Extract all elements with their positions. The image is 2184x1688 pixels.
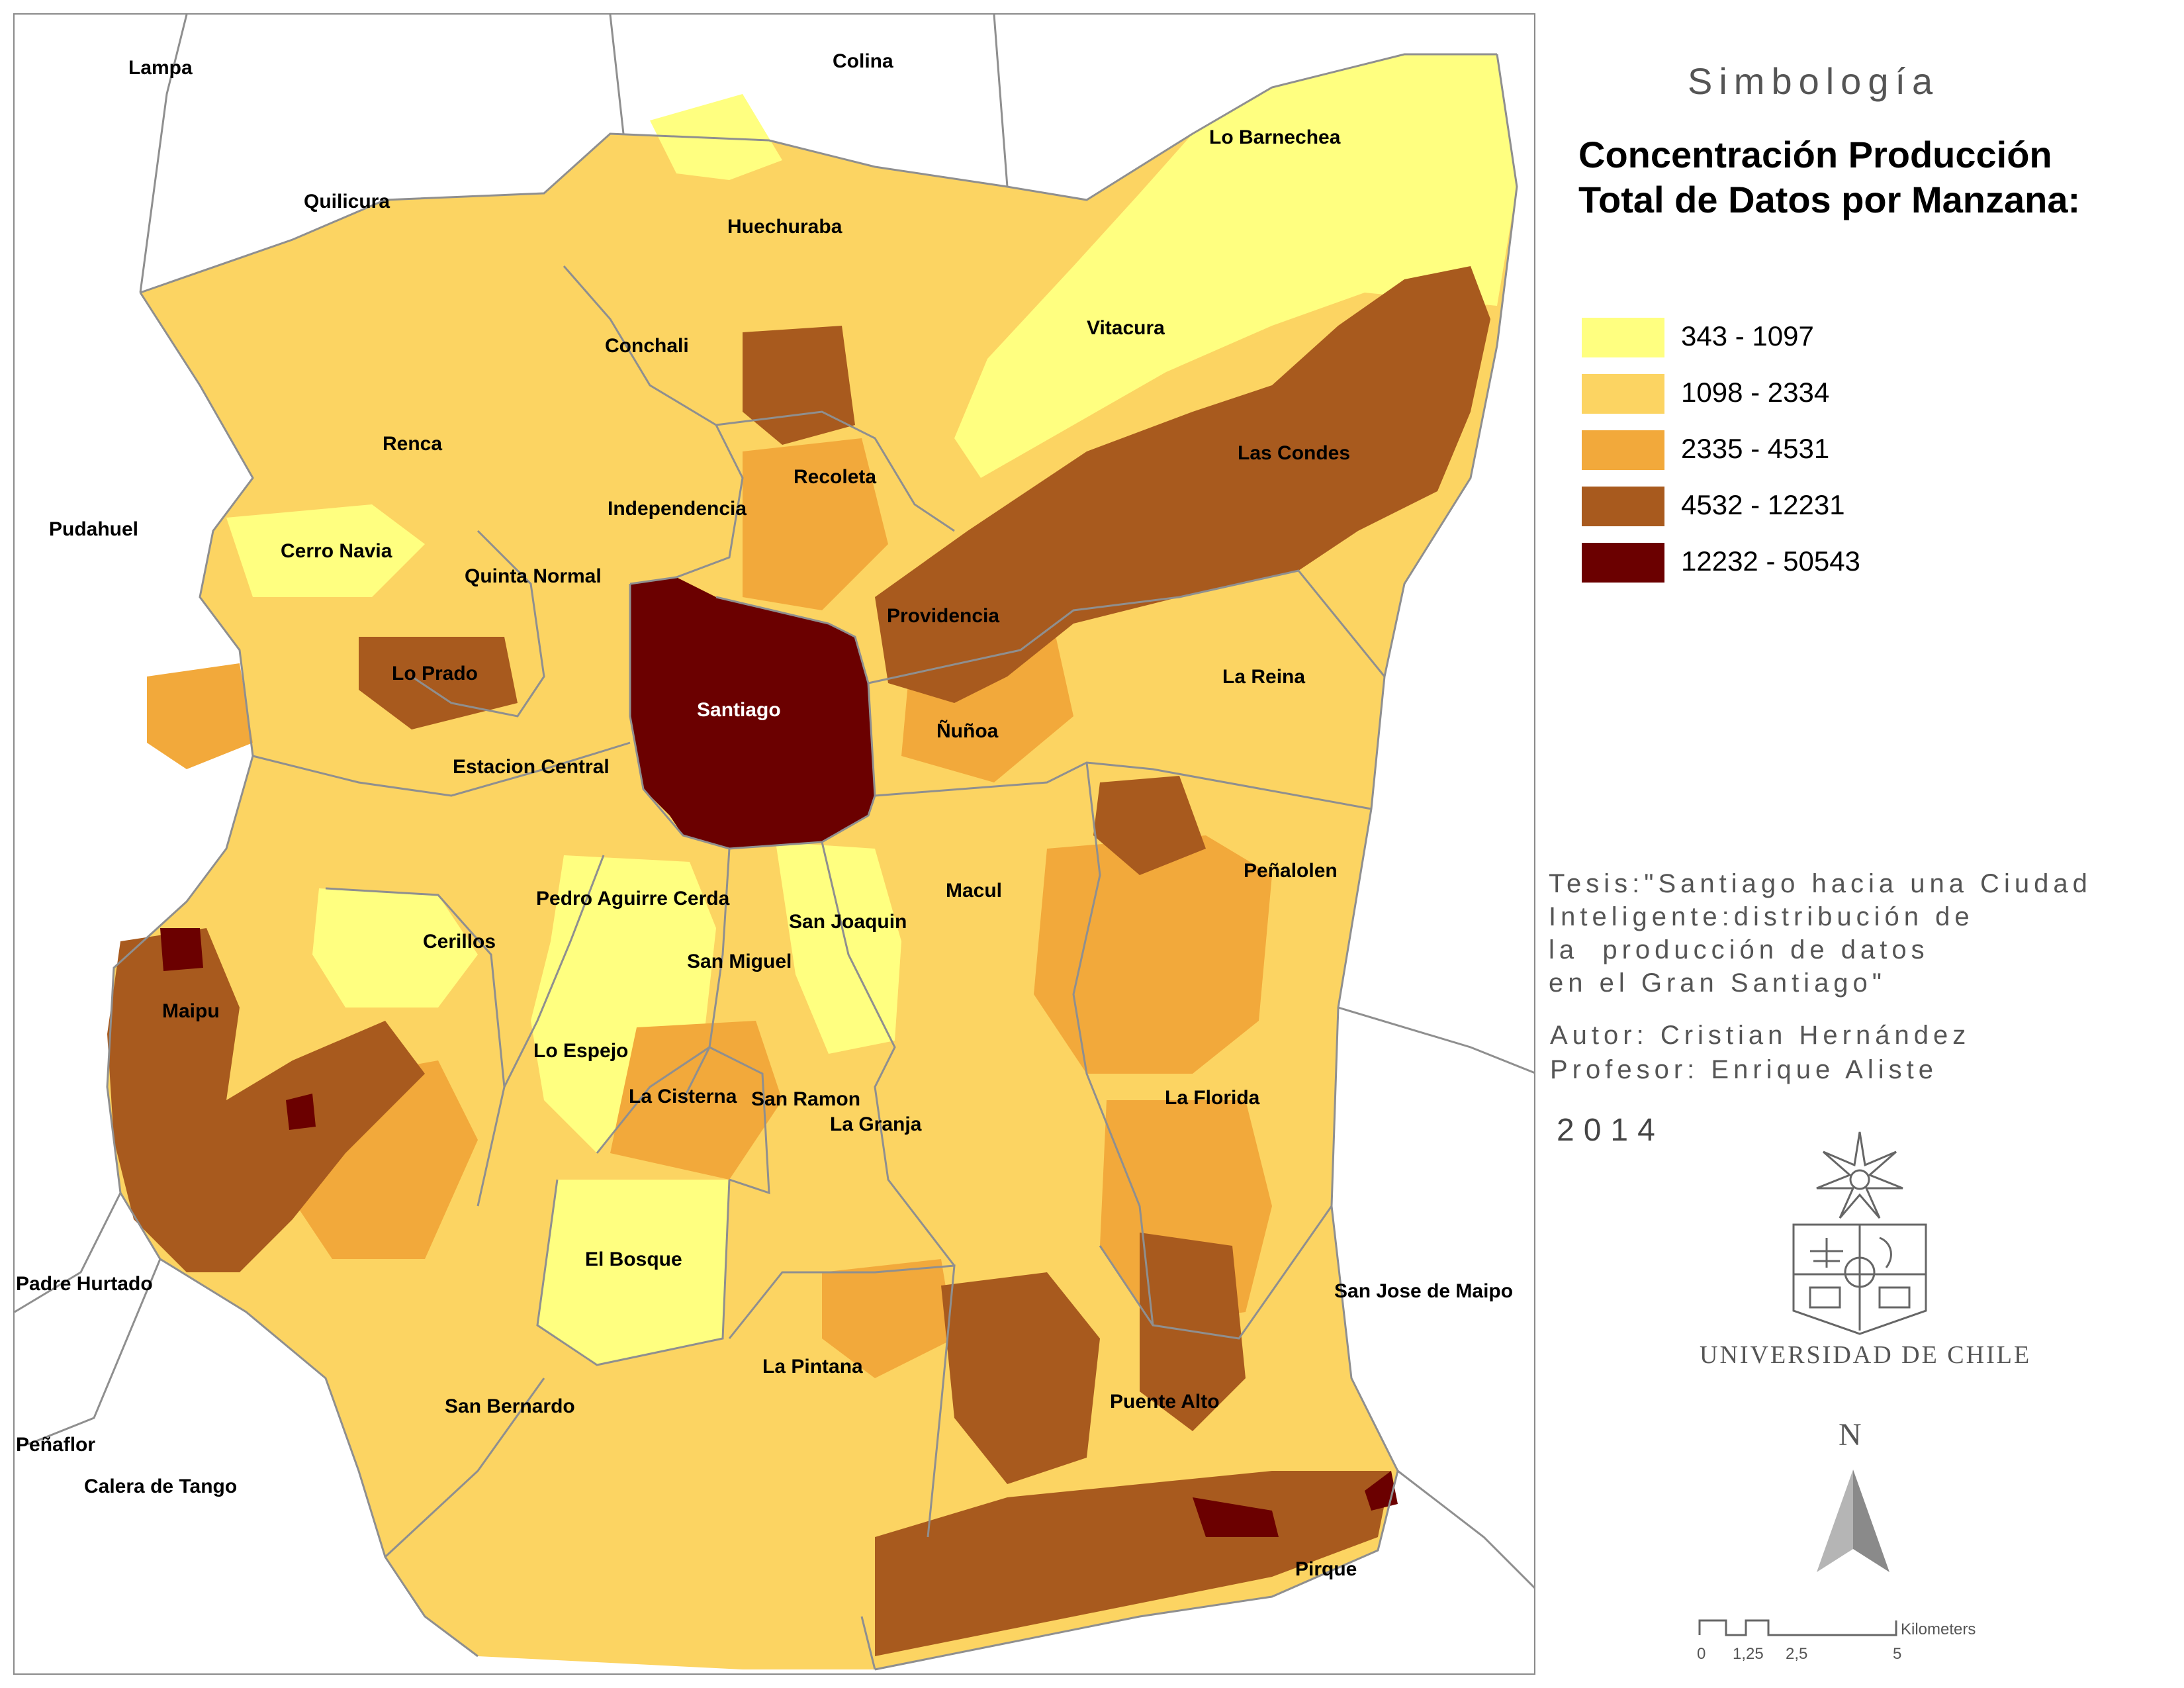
map-canvas[interactable]: Lampa Colina Lo Barnechea Quilicura Huec… (15, 15, 1535, 1675)
label-penalolen: Peñalolen (1244, 860, 1338, 882)
legend-label: 4532 - 12231 (1681, 489, 1845, 520)
label-pudahuel: Pudahuel (49, 518, 138, 540)
comuna-boundaries (15, 15, 1534, 1671)
year-text: 2014 (1557, 1113, 1664, 1148)
legend-swatch (1582, 374, 1664, 414)
thesis-text: Tesis:"Santiago hacia una Ciudad Intelig… (1549, 869, 2092, 998)
class-5-zones (160, 577, 1398, 1537)
legend-label: 2335 - 4531 (1681, 433, 1830, 464)
university-name: UNIVERSIDAD DE CHILE (1700, 1341, 2032, 1369)
label-providencia: Providencia (887, 605, 999, 627)
comuna-labels: Lampa Colina Lo Barnechea Quilicura Huec… (16, 50, 1513, 1580)
north-letter: N (1839, 1417, 1862, 1452)
scale-tick-label: 1,25 (1733, 1645, 1764, 1663)
label-la-granja: La Granja (830, 1113, 922, 1135)
label-cerillos: Cerillos (423, 931, 496, 953)
legend-swatch (1582, 318, 1664, 357)
label-san-jose-de-maipo: San Jose de Maipo (1334, 1280, 1513, 1302)
label-la-pintana: La Pintana (762, 1356, 863, 1378)
label-la-florida: La Florida (1165, 1087, 1260, 1109)
map-frame[interactable]: Lampa Colina Lo Barnechea Quilicura Huec… (13, 13, 1535, 1675)
scale-tick-label: 0 (1697, 1645, 1706, 1663)
label-cerro-navia: Cerro Navia (281, 540, 392, 562)
label-recoleta: Recoleta (794, 466, 876, 488)
label-maipu: Maipu (162, 1000, 220, 1022)
scale-tick-label: 5 (1893, 1645, 1902, 1663)
legend-swatch (1582, 487, 1664, 526)
scale-unit-label: Kilometers (1901, 1620, 1976, 1638)
label-quinta-normal: Quinta Normal (465, 565, 602, 587)
label-estacion-central: Estacion Central (453, 756, 610, 778)
label-pirque: Pirque (1295, 1558, 1357, 1580)
label-penaflor: Peñaflor (16, 1434, 95, 1456)
label-independencia: Independencia (608, 498, 747, 520)
label-san-bernardo: San Bernardo (445, 1395, 575, 1417)
legend-swatch (1582, 430, 1664, 470)
scale-bar (1698, 1619, 1897, 1636)
legend-swatch (1582, 543, 1664, 583)
label-lo-barnechea: Lo Barnechea (1209, 126, 1341, 148)
label-calera-de-tango: Calera de Tango (84, 1476, 237, 1497)
author-text: Autor: Cristian Hernández Profesor: Enri… (1550, 1021, 1971, 1084)
label-quilicura: Quilicura (304, 191, 390, 212)
label-pedro-aguirre-cerda: Pedro Aguirre Cerda (536, 888, 730, 910)
university-crest-icon (1792, 1131, 1927, 1335)
scale-tick-label: 2,5 (1786, 1645, 1808, 1663)
label-huechuraba: Huechuraba (727, 216, 842, 238)
label-conchali: Conchali (605, 335, 689, 357)
label-macul: Macul (946, 880, 1002, 902)
label-san-joaquin: San Joaquin (789, 911, 907, 933)
label-el-bosque: El Bosque (585, 1248, 682, 1270)
label-colina: Colina (833, 50, 893, 72)
label-padre-hurtado: Padre Hurtado (16, 1273, 153, 1295)
north-arrow-icon (1817, 1470, 1889, 1572)
legend-label: 1098 - 2334 (1681, 377, 1830, 408)
label-la-cisterna: La Cisterna (629, 1086, 737, 1107)
label-puente-alto: Puente Alto (1110, 1391, 1220, 1413)
label-san-miguel: San Miguel (687, 951, 792, 972)
class-1-zones (226, 54, 1517, 1365)
label-vitacura: Vitacura (1087, 317, 1165, 339)
legend-title: Concentración Producción Total de Datos … (1578, 134, 2081, 220)
label-renca: Renca (383, 433, 442, 455)
legend-label: 12232 - 50543 (1681, 545, 1860, 577)
label-la-reina: La Reina (1222, 666, 1305, 688)
class-4-zones (107, 266, 1490, 1656)
label-lampa: Lampa (128, 57, 193, 79)
label-nunoa: Ñuñoa (936, 720, 999, 742)
label-lo-prado: Lo Prado (392, 663, 478, 684)
label-lo-espejo: Lo Espejo (533, 1040, 628, 1062)
legend-label: 343 - 1097 (1681, 320, 1814, 352)
label-santiago: Santiago (697, 699, 781, 721)
legend-heading: Simbología (1688, 60, 1940, 102)
label-las-condes: Las Condes (1238, 442, 1350, 464)
label-san-ramon: San Ramon (751, 1088, 860, 1110)
